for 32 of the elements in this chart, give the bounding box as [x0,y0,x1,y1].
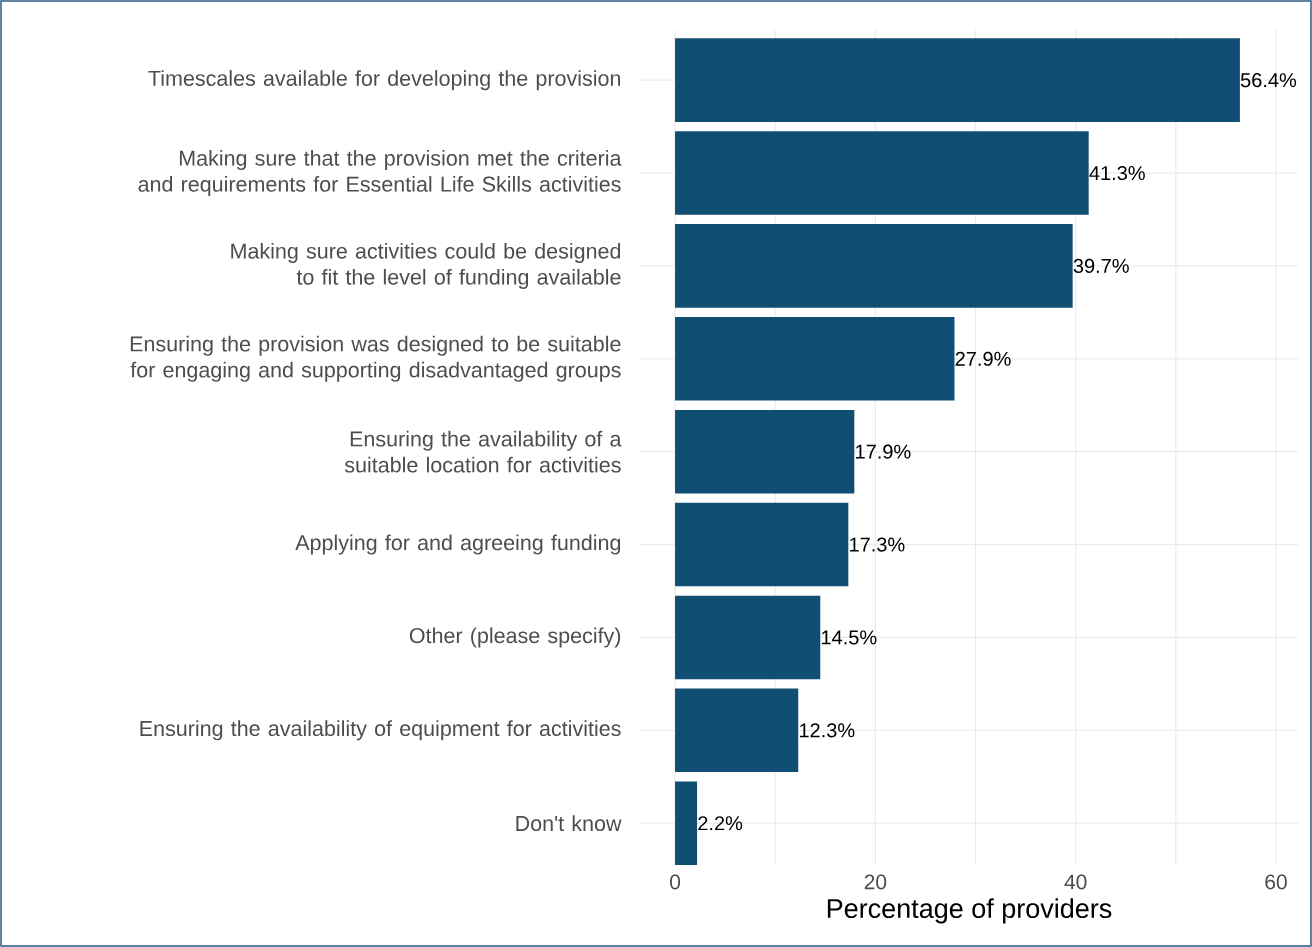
x-axis-title: Percentage of providers [827,898,1112,924]
x-tick-label: 60 [1265,874,1287,890]
bar [675,131,1089,215]
y-tick-label: Making sure that the provision met the criteria and requirements for Essential Life Skills activities [138,150,622,197]
data-label: 12.3% [799,723,855,738]
y-tick-label: Ensuring the provision was designed to be suitable for engaging and supporting disadvantaged groups [130,335,621,382]
data-label: 17.3% [850,537,905,552]
data-label: 2.2% [698,816,743,831]
data-label: 39.7% [1073,258,1129,273]
data-label: 41.3% [1089,165,1145,181]
y-tick-label: Don't know [516,815,622,832]
bar [675,224,1073,308]
data-label: 27.9% [955,351,1011,366]
y-tick-label: Other (please specify) [409,627,621,648]
y-tick-label: Making sure activities could be designed to fit the level of funding available [231,242,621,289]
y-tick-label: Ensuring the availability of equipment for activities [140,720,621,741]
data-label: 17.9% [856,444,911,459]
bar [675,38,1240,122]
x-tick-label: 20 [864,874,887,890]
x-tick-label: 40 [1064,874,1087,890]
bar [675,781,698,865]
bar [675,317,955,401]
data-label: 56.4% [1240,73,1297,88]
bar [675,409,855,494]
bar [675,502,849,587]
x-tick-label: 0 [670,874,681,890]
bar [675,595,821,680]
bar [675,688,799,773]
y-tick-label: Applying for and agreeing funding [295,534,621,555]
data-label: 14.5% [822,630,877,645]
y-tick-label: Ensuring the availability of a suitable location for activities [344,430,622,473]
y-tick-label: Timescales available for developing the provision [148,70,621,91]
